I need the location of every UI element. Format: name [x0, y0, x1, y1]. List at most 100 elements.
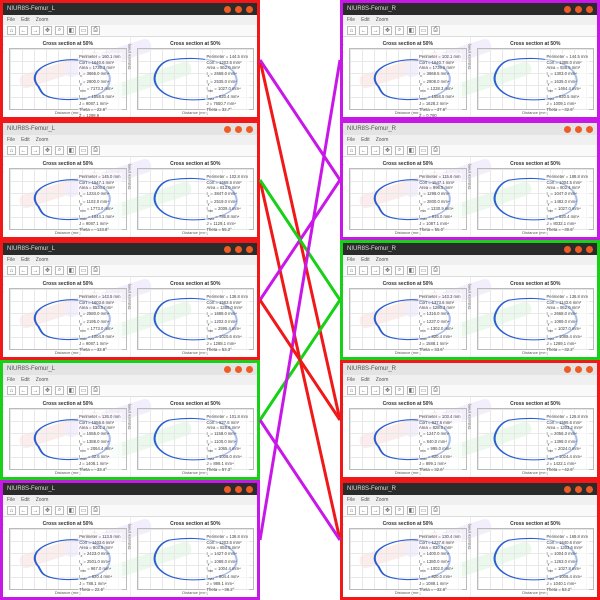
min-icon[interactable] — [224, 6, 231, 13]
min-icon[interactable] — [564, 366, 571, 373]
menu-item[interactable]: Edit — [361, 377, 370, 383]
toolbar-button[interactable]: ✥ — [43, 506, 52, 515]
min-icon[interactable] — [564, 246, 571, 253]
toolbar-button[interactable]: ← — [19, 506, 28, 515]
toolbar-button[interactable]: ⌂ — [7, 26, 16, 35]
toolbar-button[interactable]: ▭ — [419, 506, 428, 515]
menu-item[interactable]: Edit — [21, 137, 30, 143]
toolbar-button[interactable]: ← — [19, 266, 28, 275]
toolbar-button[interactable]: ✥ — [383, 26, 392, 35]
toolbar-button[interactable]: → — [371, 146, 380, 155]
min-icon[interactable] — [224, 246, 231, 253]
toolbar-button[interactable]: ⌂ — [347, 266, 356, 275]
toolbar-button[interactable]: ◧ — [67, 266, 76, 275]
close-icon[interactable] — [586, 246, 593, 253]
toolbar-button[interactable]: ⌂ — [347, 26, 356, 35]
toolbar-button[interactable]: ⌕ — [395, 266, 404, 275]
toolbar-button[interactable]: ⌂ — [7, 506, 16, 515]
toolbar-button[interactable]: ✥ — [383, 386, 392, 395]
menu-item[interactable]: Zoom — [376, 257, 389, 263]
max-icon[interactable] — [235, 486, 242, 493]
toolbar-button[interactable]: ⎙ — [91, 386, 100, 395]
toolbar-button[interactable]: ▭ — [79, 506, 88, 515]
toolbar-button[interactable]: ▭ — [79, 146, 88, 155]
max-icon[interactable] — [235, 126, 242, 133]
menu-item[interactable]: Edit — [21, 377, 30, 383]
min-icon[interactable] — [224, 126, 231, 133]
toolbar-button[interactable]: ◧ — [407, 26, 416, 35]
toolbar-button[interactable]: ◧ — [67, 146, 76, 155]
toolbar-button[interactable]: ← — [359, 26, 368, 35]
menu-item[interactable]: Edit — [361, 137, 370, 143]
menu-item[interactable]: Edit — [21, 497, 30, 503]
menu-item[interactable]: Zoom — [376, 17, 389, 23]
max-icon[interactable] — [575, 366, 582, 373]
menu-item[interactable]: File — [7, 377, 15, 383]
max-icon[interactable] — [575, 486, 582, 493]
menu-item[interactable]: Edit — [361, 17, 370, 23]
max-icon[interactable] — [575, 6, 582, 13]
close-icon[interactable] — [246, 126, 253, 133]
toolbar-button[interactable]: ⌂ — [7, 266, 16, 275]
close-icon[interactable] — [246, 246, 253, 253]
close-icon[interactable] — [586, 486, 593, 493]
menu-item[interactable]: Edit — [21, 17, 30, 23]
toolbar-button[interactable]: → — [31, 506, 40, 515]
toolbar-button[interactable]: → — [371, 386, 380, 395]
toolbar-button[interactable]: ◧ — [407, 146, 416, 155]
menu-item[interactable]: File — [347, 137, 355, 143]
toolbar-button[interactable]: ⌕ — [55, 26, 64, 35]
toolbar-button[interactable]: ✥ — [383, 506, 392, 515]
menu-item[interactable]: File — [7, 257, 15, 263]
toolbar-button[interactable]: ▭ — [419, 26, 428, 35]
toolbar-button[interactable]: ◧ — [67, 386, 76, 395]
toolbar-button[interactable]: ⌂ — [347, 386, 356, 395]
max-icon[interactable] — [575, 246, 582, 253]
min-icon[interactable] — [224, 366, 231, 373]
toolbar-button[interactable]: → — [31, 146, 40, 155]
toolbar-button[interactable]: ⌕ — [55, 266, 64, 275]
min-icon[interactable] — [564, 126, 571, 133]
close-icon[interactable] — [246, 6, 253, 13]
toolbar-button[interactable]: ⌕ — [55, 506, 64, 515]
min-icon[interactable] — [564, 6, 571, 13]
toolbar-button[interactable]: ◧ — [407, 386, 416, 395]
menu-item[interactable]: Edit — [361, 497, 370, 503]
toolbar-button[interactable]: ← — [19, 146, 28, 155]
toolbar-button[interactable]: ⌂ — [7, 386, 16, 395]
close-icon[interactable] — [586, 366, 593, 373]
toolbar-button[interactable]: ⎙ — [91, 146, 100, 155]
menu-item[interactable]: Zoom — [376, 497, 389, 503]
toolbar-button[interactable]: ▭ — [79, 26, 88, 35]
toolbar-button[interactable]: ▭ — [79, 386, 88, 395]
min-icon[interactable] — [564, 486, 571, 493]
menu-item[interactable]: Edit — [21, 257, 30, 263]
menu-item[interactable]: Zoom — [36, 497, 49, 503]
menu-item[interactable]: Zoom — [36, 377, 49, 383]
menu-item[interactable]: File — [347, 377, 355, 383]
menu-item[interactable]: Zoom — [36, 257, 49, 263]
max-icon[interactable] — [235, 246, 242, 253]
menu-item[interactable]: File — [7, 497, 15, 503]
toolbar-button[interactable]: → — [371, 266, 380, 275]
toolbar-button[interactable]: → — [31, 26, 40, 35]
toolbar-button[interactable]: ▭ — [419, 386, 428, 395]
toolbar-button[interactable]: ← — [19, 386, 28, 395]
toolbar-button[interactable]: ⎙ — [91, 26, 100, 35]
menu-item[interactable]: File — [347, 497, 355, 503]
toolbar-button[interactable]: ⌕ — [395, 386, 404, 395]
toolbar-button[interactable]: ⌂ — [347, 146, 356, 155]
toolbar-button[interactable]: ⌕ — [55, 146, 64, 155]
toolbar-button[interactable]: ← — [19, 26, 28, 35]
toolbar-button[interactable]: ⎙ — [431, 266, 440, 275]
toolbar-button[interactable]: ⌕ — [55, 386, 64, 395]
toolbar-button[interactable]: ← — [359, 266, 368, 275]
toolbar-button[interactable]: ⎙ — [91, 506, 100, 515]
toolbar-button[interactable]: ✥ — [43, 26, 52, 35]
toolbar-button[interactable]: ⎙ — [431, 386, 440, 395]
menu-item[interactable]: File — [7, 17, 15, 23]
toolbar-button[interactable]: ✥ — [383, 146, 392, 155]
toolbar-button[interactable]: ◧ — [67, 506, 76, 515]
toolbar-button[interactable]: → — [371, 26, 380, 35]
close-icon[interactable] — [586, 126, 593, 133]
